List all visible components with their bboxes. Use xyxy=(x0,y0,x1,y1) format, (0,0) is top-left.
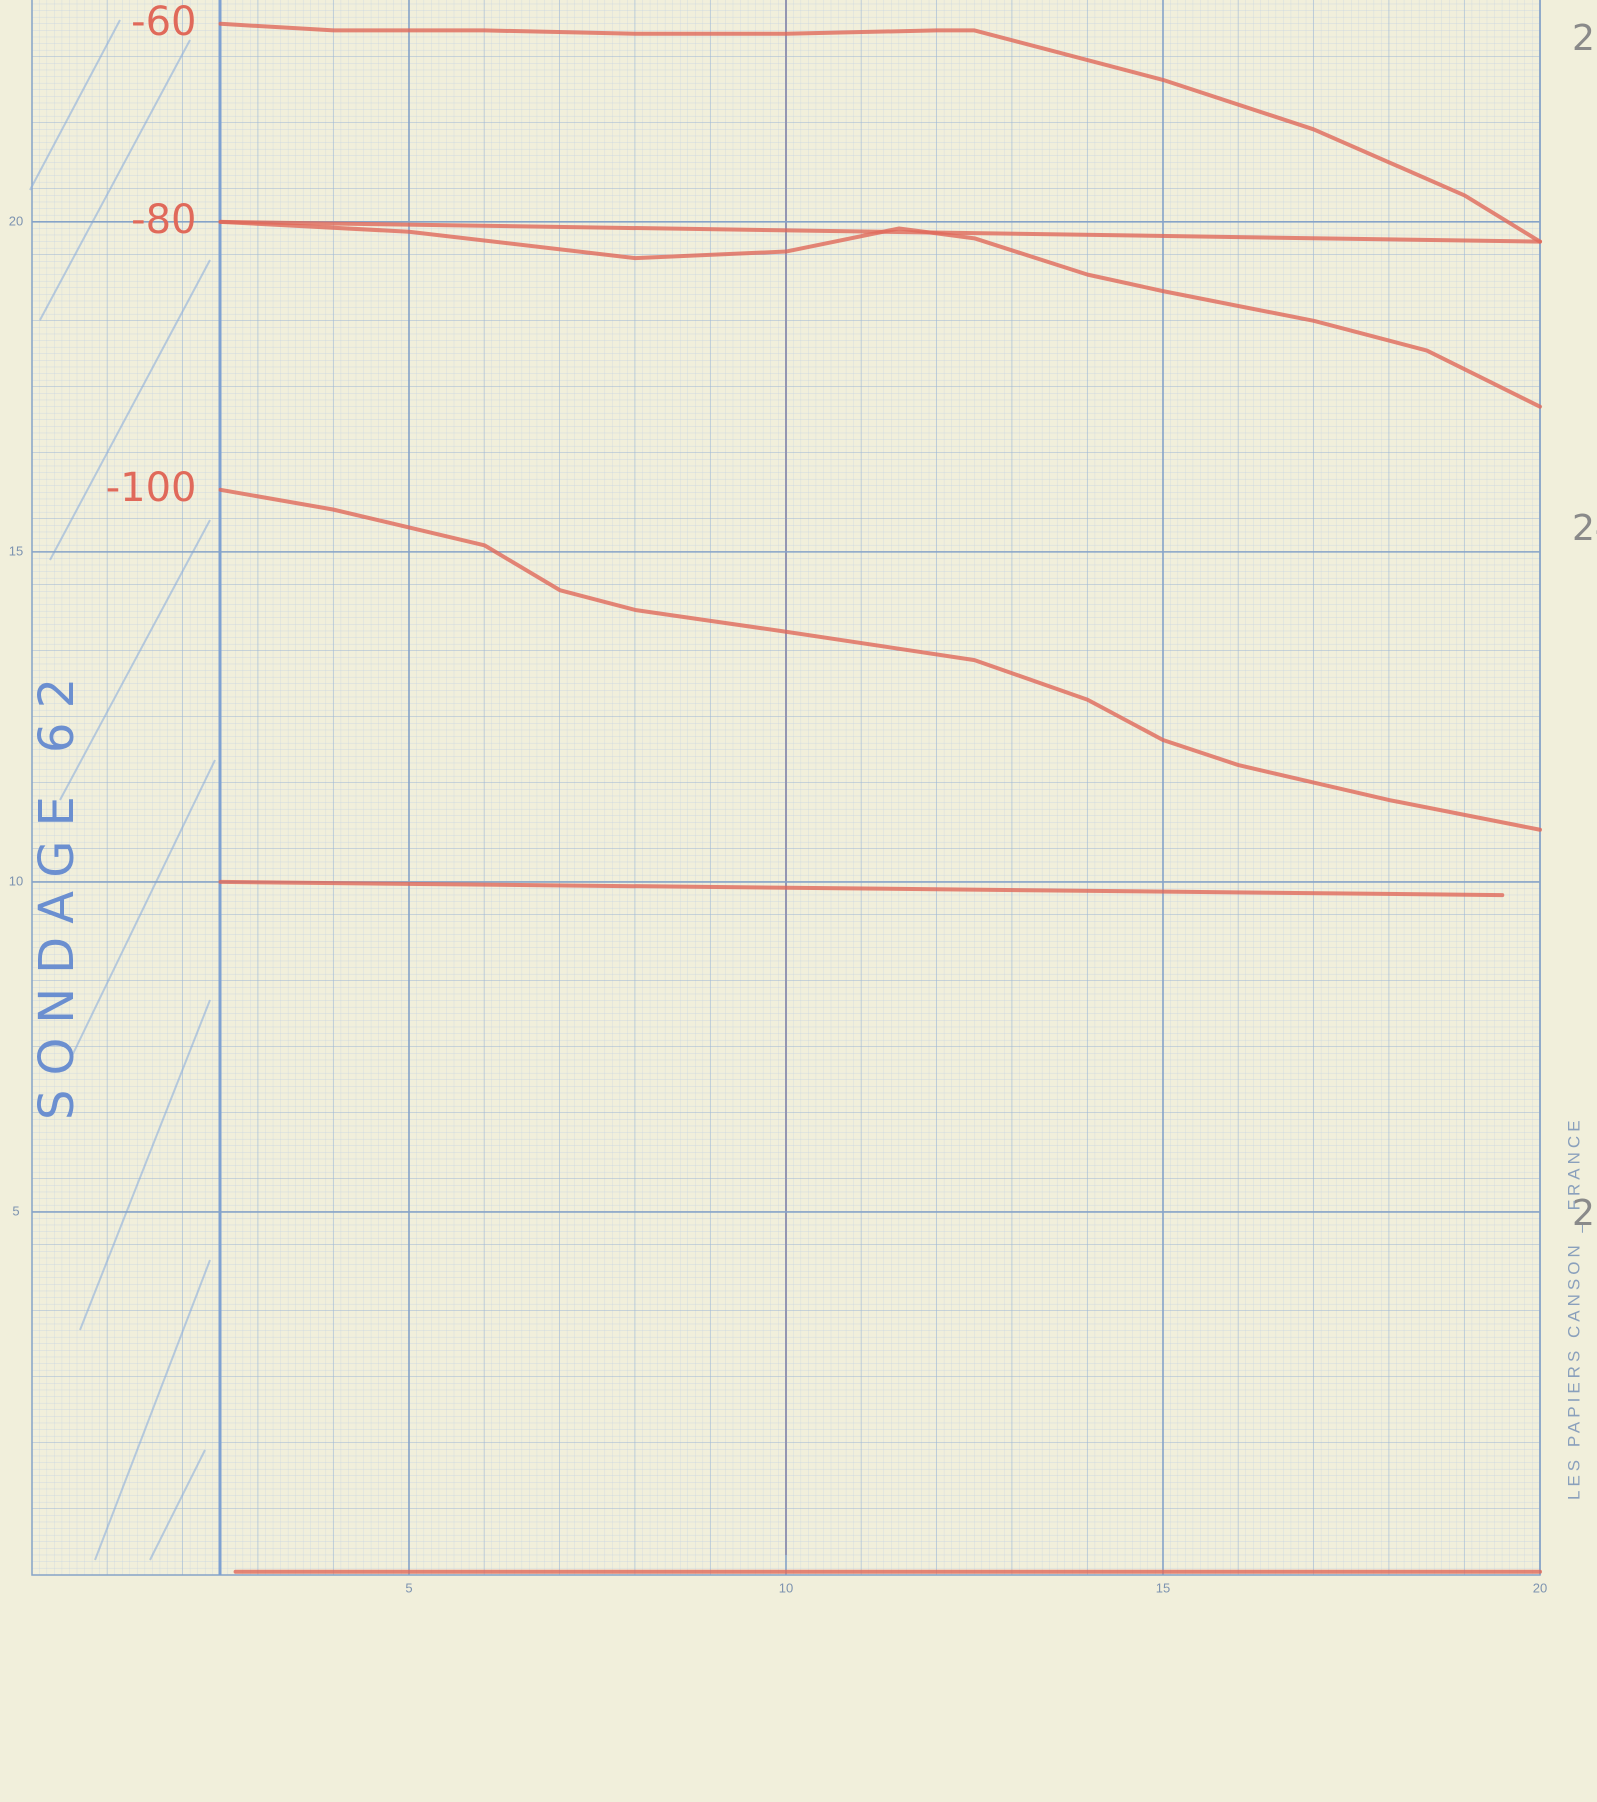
x-tick-label: 15 xyxy=(1156,1580,1170,1595)
x-tick-label: 20 xyxy=(1533,1580,1547,1595)
y-tick-label: 5 xyxy=(12,1203,19,1218)
side-label: 25 xyxy=(1572,18,1597,59)
series-label: -80 xyxy=(131,197,196,243)
series-label: -60 xyxy=(131,0,196,45)
x-tick-label: 5 xyxy=(405,1580,412,1595)
side-label: 24 xyxy=(1572,508,1597,549)
publisher: LES PAPIERS CANSON _ FRANCE xyxy=(1564,1116,1583,1500)
chart: SONDAGE 62 LES PAPIERS CANSON _ FRANCE 2… xyxy=(0,0,1597,1802)
y-tick-label: 15 xyxy=(9,543,23,558)
y-tick-label: 10 xyxy=(9,873,23,888)
series-label: -100 xyxy=(106,465,197,511)
side-label: 23 xyxy=(1572,1193,1597,1234)
x-tick-label: 10 xyxy=(779,1580,793,1595)
page: SONDAGE 62 LES PAPIERS CANSON _ FRANCE 2… xyxy=(0,0,1597,1802)
y-tick-label: 20 xyxy=(9,213,23,228)
sondage-label: SONDAGE 62 xyxy=(29,664,85,1120)
